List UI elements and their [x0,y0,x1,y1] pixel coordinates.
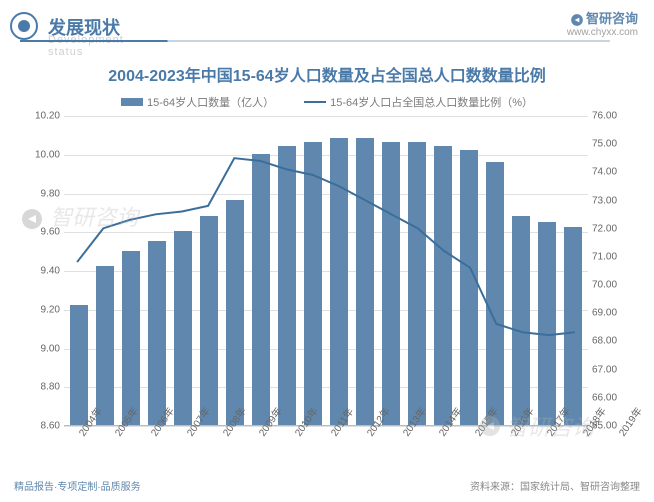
y-left-tick: 10.20 [35,111,60,122]
y-right-tick: 71.00 [592,251,617,262]
y-left-tick: 9.00 [41,343,60,354]
legend-bar-swatch [121,98,143,106]
y-left-tick: 10.00 [35,149,60,160]
y-right-tick: 76.00 [592,111,617,122]
logo-text: 智研咨询 [567,8,638,27]
footer-left: 精品报告·专项定制·品质服务 [14,478,141,493]
chart-title: 2004-2023年中国15-64岁人口数量及占全国总人口数数量比例 [0,62,654,86]
legend-item-bars: 15-64岁人口数量（亿人） [121,94,274,110]
y-left-tick: 9.60 [41,227,60,238]
y-left-tick: 9.20 [41,304,60,315]
header-underline [20,40,610,42]
y-right-tick: 74.00 [592,167,617,178]
y-right-tick: 75.00 [592,139,617,150]
legend-line-swatch [304,101,326,103]
trend-line [77,158,575,335]
legend-label-1: 15-64岁人口数量（亿人） [147,94,274,110]
footer-section: 精品报告·专项定制·品质服务 资料来源：国家统计局、智研咨询整理 [14,478,640,496]
y-right-tick: 66.00 [592,392,617,403]
y-left-tick: 9.40 [41,266,60,277]
header-section: 发展现状 Development status 智研咨询 www.chyxx.c… [0,0,654,48]
y-right-tick: 72.00 [592,223,617,234]
y-right-tick: 67.00 [592,364,617,375]
header-decoration: 发展现状 Development status [10,10,160,42]
y-right-tick: 68.00 [592,336,617,347]
y-right-tick: 69.00 [592,308,617,319]
logo-area: 智研咨询 www.chyxx.com [567,8,638,38]
y-axis-left: 8.608.809.009.209.409.609.8010.0010.20 [30,116,64,426]
y-right-tick: 70.00 [592,280,617,291]
logo-icon [570,13,584,27]
plot-area [64,116,588,426]
legend-item-line: 15-64岁人口占全国总人口数量比例（%） [304,94,533,110]
line-svg [64,116,588,425]
x-axis-labels: 2004年2005年2006年2007年2008年2009年2010年2011年… [64,430,588,445]
footer-right: 资料来源：国家统计局、智研咨询整理 [470,478,640,493]
x-label: 2020年 [650,409,654,439]
legend-label-2: 15-64岁人口占全国总人口数量比例（%） [330,94,533,110]
y-left-tick: 9.80 [41,188,60,199]
y-axis-right: 65.0066.0067.0068.0069.0070.0071.0072.00… [588,116,624,426]
chart-area: 8.608.809.009.209.409.609.8010.0010.20 6… [30,116,624,456]
y-left-tick: 8.80 [41,382,60,393]
y-left-tick: 8.60 [41,421,60,432]
logo-url: www.chyxx.com [567,27,638,38]
header-subtitle: Development status [48,34,160,58]
circle-inner [18,20,30,32]
chart-legend: 15-64岁人口数量（亿人） 15-64岁人口占全国总人口数量比例（%） [0,94,654,110]
y-right-tick: 73.00 [592,195,617,206]
